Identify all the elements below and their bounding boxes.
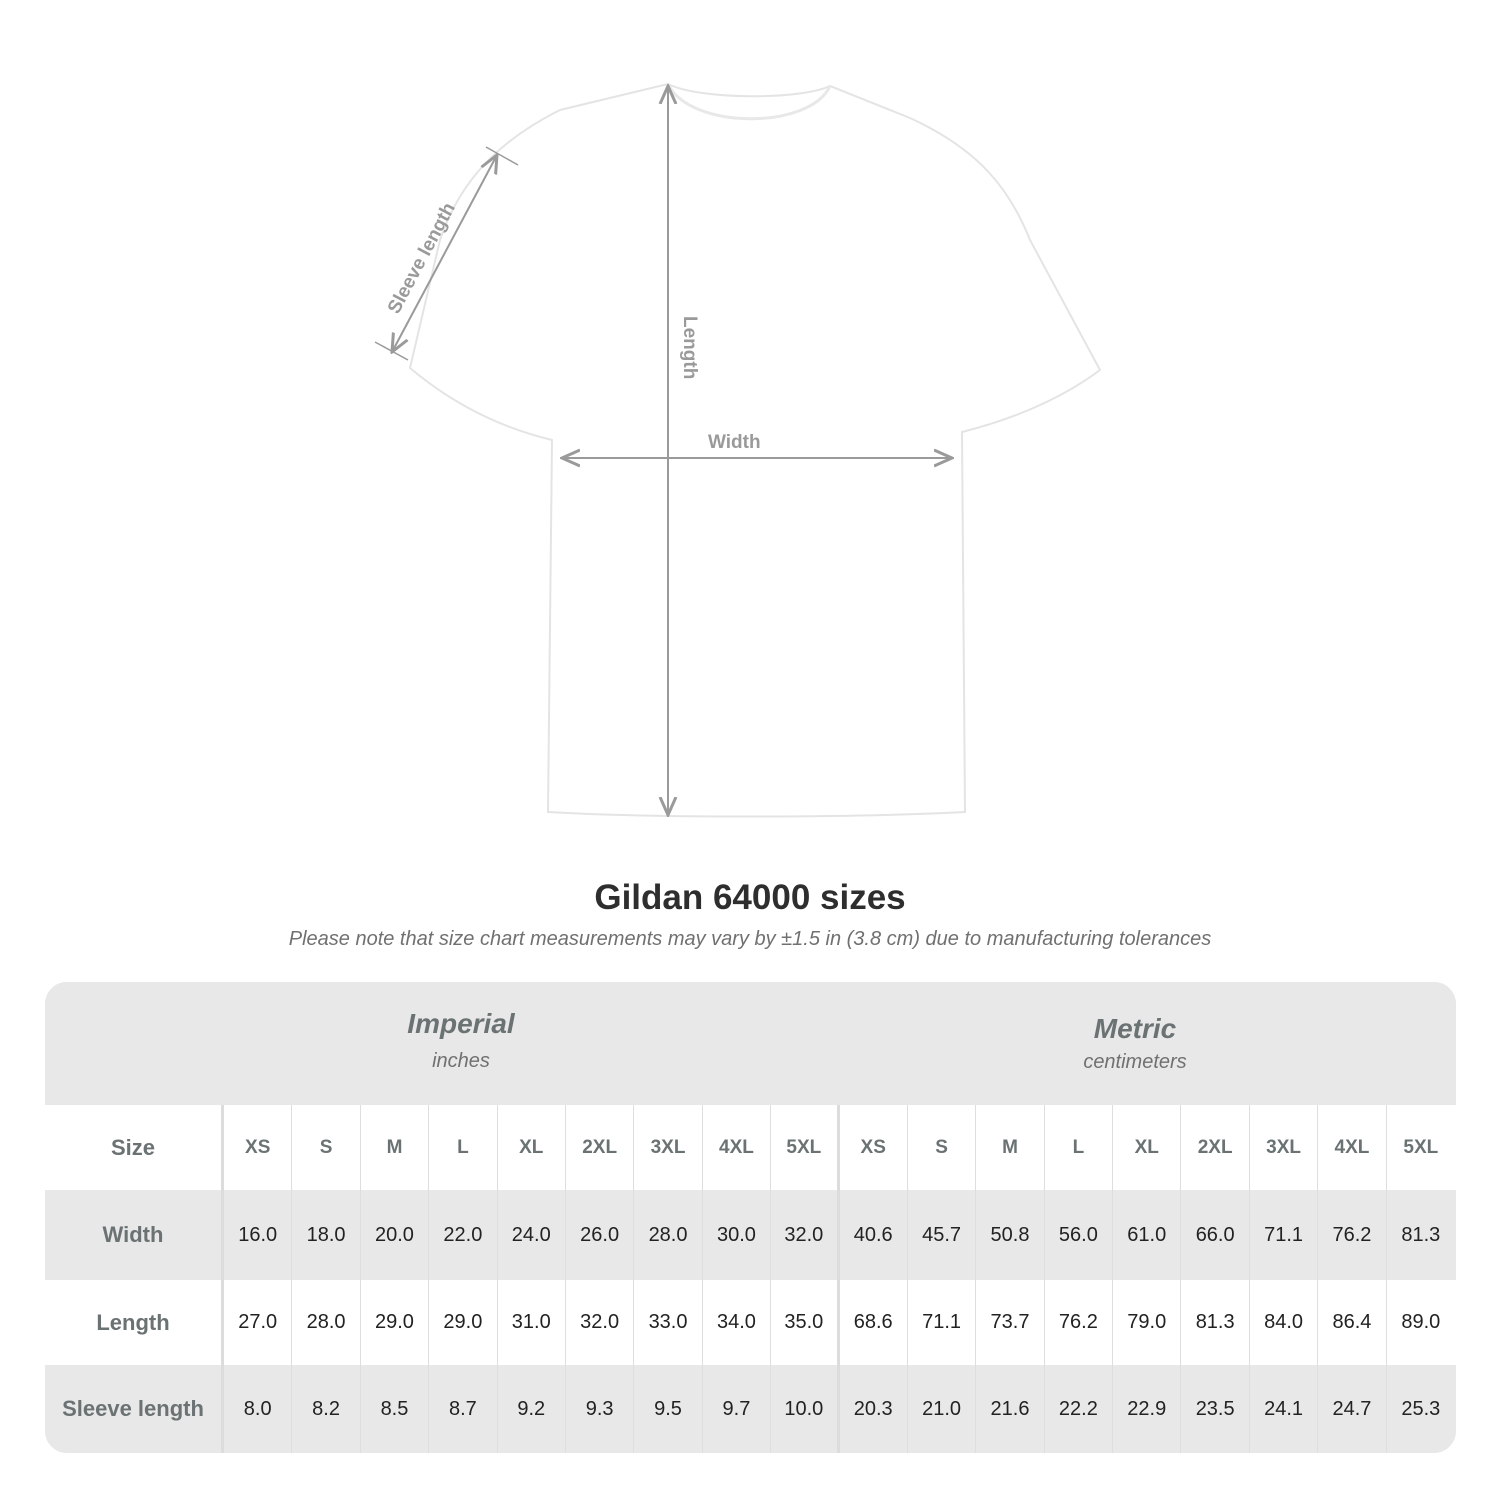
size-header-cell: 4XL [1318,1105,1387,1190]
imperial-header: Imperial inches [261,1008,661,1073]
table-cell: 21.6 [976,1365,1045,1453]
table-cell: 18.0 [292,1190,361,1280]
table-cell: 25.3 [1401,1397,1441,1420]
table-cell: 71.1 [908,1280,977,1365]
metric-header: Metric centimeters [935,1013,1335,1074]
table-cell: 24.0 [498,1190,566,1280]
metric-unit: centimeters [1083,1051,1187,1073]
table-cell: 31.0 [498,1280,566,1365]
table-cell: 29.0 [429,1280,498,1365]
table-cell: 8.7 [429,1365,498,1453]
table-cell: 27.0 [224,1280,293,1365]
table-cell: 29.0 [361,1280,430,1365]
table-cell: 56.0 [1045,1190,1114,1280]
table-row-sleeve-length: Sleeve length 8.0 8.2 8.5 8.7 9.2 9.3 9.5 9.7 10.… [45,1365,1456,1453]
size-header-cell: 5XL [771,1105,840,1190]
table-cell: 8.0 [224,1365,293,1453]
table-cell: 16.0 [224,1190,293,1280]
table-cell: 9.2 [498,1365,566,1453]
table-cell: 35.0 [771,1280,840,1365]
size-header-cell: M [976,1105,1045,1190]
table-cell: 76.2 [1318,1190,1387,1280]
table-cell: 24.1 [1250,1365,1319,1453]
table-row-length: Length 27.0 28.0 29.0 29.0 31.0 32.0 33.0 34.0 35… [45,1280,1456,1365]
size-table: Imperial inches Metric centimeters Size … [45,982,1456,1453]
table-cell: 30.0 [703,1190,772,1280]
size-header-cell: L [429,1105,498,1190]
table-cell: 20.3 [840,1365,908,1453]
table-cell: 73.7 [976,1280,1045,1365]
size-row-label: Size [45,1105,224,1190]
table-cell: 9.7 [703,1365,772,1453]
size-header-cell: 3XL [634,1105,703,1190]
length-label: Length [679,316,700,379]
table-cell: 71.1 [1250,1190,1319,1280]
table-cell: 81.3 [1401,1223,1441,1246]
metric-title: Metric [1093,1013,1177,1044]
size-header-cell: 2XL [1181,1105,1250,1190]
table-cell: 81.3 [1181,1280,1250,1365]
size-header-cell: 2XL [566,1105,635,1190]
table-cell: 50.8 [976,1190,1045,1280]
table-cell: 21.0 [908,1365,977,1453]
table-cell: 28.0 [634,1190,703,1280]
size-header-cell: S [292,1105,361,1190]
table-header: Imperial inches Metric centimeters [45,982,1456,1105]
table-cell: 79.0 [1113,1280,1182,1365]
table-cell: 10.0 [771,1365,840,1453]
table-row-width: Width 16.0 18.0 20.0 22.0 24.0 26.0 28.0 30.0 32.… [45,1190,1456,1280]
row-label: Length [45,1280,224,1365]
size-header-cell: 4XL [703,1105,772,1190]
table-cell: 32.0 [771,1190,840,1280]
table-cell: 20.0 [361,1190,430,1280]
table-cell: 61.0 [1113,1190,1182,1280]
table-cell: 66.0 [1181,1190,1250,1280]
table-cell: 23.5 [1181,1365,1250,1453]
table-cell: 84.0 [1250,1280,1319,1365]
table-cell: 40.6 [840,1190,908,1280]
size-header-cell: S [908,1105,977,1190]
table-cell: 45.7 [908,1190,977,1280]
table-cell: 9.3 [566,1365,635,1453]
page-title: Gildan 64000 sizes [594,878,906,917]
table-cell: 76.2 [1045,1280,1114,1365]
size-header-cell: 3XL [1250,1105,1319,1190]
table-cell: 86.4 [1318,1280,1387,1365]
size-header-cell: XS [840,1105,908,1190]
tshirt-diagram: Sleeve length Length Width [374,82,1102,818]
size-header-cell: 5XL [1403,1136,1439,1158]
size-header-cell: M [361,1105,430,1190]
tolerance-note: Please note that size chart measurements… [288,928,1212,950]
size-header-cell: XL [1113,1105,1182,1190]
width-label: Width [708,432,761,453]
table-cell: 9.5 [634,1365,703,1453]
row-label: Width [45,1190,224,1280]
table-cell: 68.6 [840,1280,908,1365]
table-cell: 8.2 [292,1365,361,1453]
table-cell: 22.2 [1045,1365,1114,1453]
table-cell: 33.0 [634,1280,703,1365]
table-cell: 26.0 [566,1190,635,1280]
table-cell: 34.0 [703,1280,772,1365]
sleeve-arrow [392,155,497,352]
table-cell: 89.0 [1401,1311,1441,1333]
table-cell: 22.0 [429,1190,498,1280]
imperial-unit: inches [432,1050,490,1072]
table-cell: 28.0 [292,1280,361,1365]
size-header-cell: L [1045,1105,1114,1190]
size-row: Size XS S M L XL 2XL 3XL 4XL 5XL XS S M L XL 2XL 3XL 4XL… [45,1105,1456,1190]
table-cell: 22.9 [1113,1365,1182,1453]
table-cell: 8.5 [361,1365,430,1453]
row-label: Sleeve length [45,1365,224,1453]
imperial-title: Imperial [407,1008,515,1039]
size-header-cell: XS [224,1105,293,1190]
table-cell: 24.7 [1318,1365,1387,1453]
size-header-cell: XL [498,1105,566,1190]
table-cell: 32.0 [566,1280,635,1365]
